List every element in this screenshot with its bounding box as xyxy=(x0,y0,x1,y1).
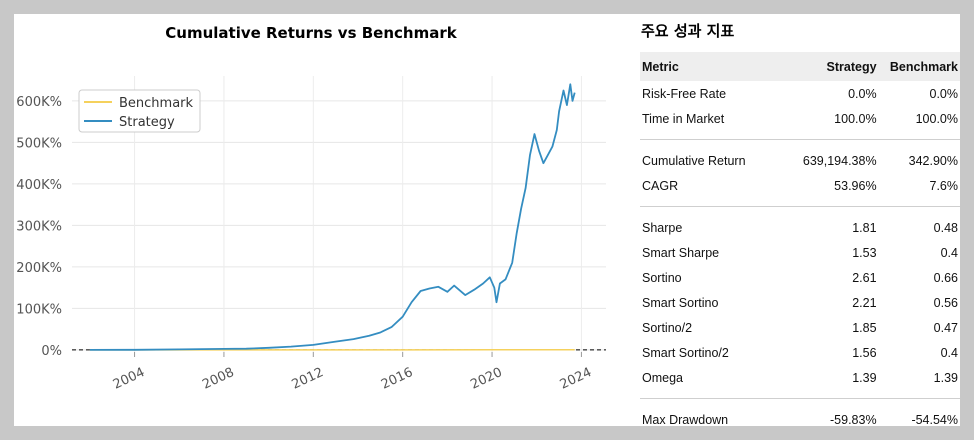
benchmark-value: -54.54% xyxy=(911,412,958,427)
benchmark-value: 0.47 xyxy=(933,320,958,335)
group-separator xyxy=(640,131,960,148)
metric-name: Smart Sortino/2 xyxy=(642,345,729,360)
header-metric: Metric xyxy=(640,52,790,81)
separator-line xyxy=(640,139,960,140)
separator-line xyxy=(640,206,960,207)
metric-name: Sortino/2 xyxy=(642,320,693,335)
metric-name: Max Drawdown xyxy=(642,412,729,427)
strategy-value: 2.61 xyxy=(852,270,877,285)
benchmark-value: 0.4 xyxy=(940,245,958,260)
metric-name: Risk-Free Rate xyxy=(642,86,727,101)
header-benchmark: Benchmark xyxy=(878,52,960,81)
metric-row: Max Drawdown -59.83% -54.54% xyxy=(640,407,960,427)
x-tick-label: 2012 xyxy=(290,365,326,393)
metric-row: Smart Sortino/2 1.56 0.4 xyxy=(640,340,960,365)
series-layer xyxy=(89,83,576,351)
metric-name: Sharpe xyxy=(642,220,683,235)
metric-name: CAGR xyxy=(642,178,679,193)
strategy-value: 1.56 xyxy=(852,345,877,360)
y-tick-label: 600K% xyxy=(16,95,62,110)
metric-row: Risk-Free Rate 0.0% 0.0% xyxy=(640,81,960,106)
header-strategy: Strategy xyxy=(789,52,879,81)
metric-name: Smart Sharpe xyxy=(642,245,720,260)
x-tick-label: 2020 xyxy=(468,365,504,393)
y-tick-label: 200K% xyxy=(16,261,62,276)
metric-row: Sharpe 1.81 0.48 xyxy=(640,215,960,240)
metric-name: Omega xyxy=(642,370,683,385)
separator-cell xyxy=(640,198,960,215)
benchmark-value: 7.6% xyxy=(929,178,959,193)
strategy-value: 2.21 xyxy=(852,295,877,310)
chart-title: Cumulative Returns vs Benchmark xyxy=(165,24,457,42)
separator-cell xyxy=(640,390,960,407)
y-tick-label: 300K% xyxy=(16,219,62,234)
metric-row: Sortino/2 1.85 0.47 xyxy=(640,315,960,340)
y-tick-label: 100K% xyxy=(16,302,62,317)
strategy-value: 53.96% xyxy=(834,178,877,193)
benchmark-value: 1.39 xyxy=(933,370,958,385)
benchmark-value: 0.48 xyxy=(933,220,958,235)
metric-row: Omega 1.39 1.39 xyxy=(640,365,960,390)
strategy-value: 1.39 xyxy=(852,370,877,385)
y-tick-label: 0% xyxy=(41,344,62,359)
metric-row: Smart Sortino 2.21 0.56 xyxy=(640,290,960,315)
grid-layer xyxy=(72,76,606,352)
metric-name: Sortino xyxy=(642,270,682,285)
legend-label-strategy: Strategy xyxy=(119,115,175,130)
legend: Benchmark Strategy xyxy=(78,89,201,133)
metric-row: Sortino 2.61 0.66 xyxy=(640,265,960,290)
strategy-value: 639,194.38% xyxy=(802,153,877,168)
axis-layer: 0% 100K% 200K% 300K% 400K% 500K% 600K% 2004 2008… xyxy=(16,95,606,393)
metrics-title: 주요 성과 지표 xyxy=(641,22,735,40)
benchmark-value: 0.0% xyxy=(929,86,959,101)
benchmark-value: 0.66 xyxy=(933,270,958,285)
report-frame: Cumulative Returns vs Benchmark 0% 100K% 2… xyxy=(14,14,960,426)
x-tick-label: 2004 xyxy=(111,365,147,393)
metrics-table: Metric Strategy Benchmark Risk-Free Rate… xyxy=(640,52,960,426)
metric-name: Time in Market xyxy=(642,111,725,126)
cumulative-returns-chart: Cumulative Returns vs Benchmark 0% 100K% 2… xyxy=(14,14,634,426)
series-line-strategy xyxy=(89,83,576,351)
metric-row: Time in Market 100.0% 100.0% xyxy=(640,106,960,131)
metric-row: Smart Sharpe 1.53 0.4 xyxy=(640,240,960,265)
benchmark-value: 100.0% xyxy=(915,111,958,126)
strategy-value: 100.0% xyxy=(834,111,877,126)
benchmark-value: 342.90% xyxy=(908,153,958,168)
metric-row: CAGR 53.96% 7.6% xyxy=(640,173,960,198)
x-tick-label: 2008 xyxy=(200,365,236,393)
strategy-value: 1.81 xyxy=(852,220,877,235)
x-tick-label: 2024 xyxy=(558,365,594,393)
chart-svg: Cumulative Returns vs Benchmark 0% 100K% 2… xyxy=(16,24,606,393)
strategy-value: 1.85 xyxy=(852,320,877,335)
strategy-value: 0.0% xyxy=(848,86,877,101)
x-tick-label: 2016 xyxy=(379,365,415,393)
separator-line xyxy=(640,398,960,399)
benchmark-value: 0.4 xyxy=(940,345,958,360)
y-tick-label: 400K% xyxy=(16,178,62,193)
strategy-value: 1.53 xyxy=(852,245,877,260)
metrics-panel: 주요 성과 지표 Metric Strategy Benchmark Risk-… xyxy=(640,14,960,426)
separator-cell xyxy=(640,131,960,148)
metric-name: Smart Sortino xyxy=(642,295,719,310)
metrics-header-row: Metric Strategy Benchmark xyxy=(640,52,960,81)
group-separator xyxy=(640,198,960,215)
strategy-value: -59.83% xyxy=(830,412,877,427)
metrics-body: Risk-Free Rate 0.0% 0.0% Time in Market 100.… xyxy=(640,81,960,426)
legend-label-benchmark: Benchmark xyxy=(119,96,194,111)
benchmark-value: 0.56 xyxy=(933,295,958,310)
metric-name: Cumulative Return xyxy=(642,153,746,168)
y-tick-label: 500K% xyxy=(16,136,62,151)
metric-row: Cumulative Return 639,194.38% 342.90% xyxy=(640,148,960,173)
group-separator xyxy=(640,390,960,407)
